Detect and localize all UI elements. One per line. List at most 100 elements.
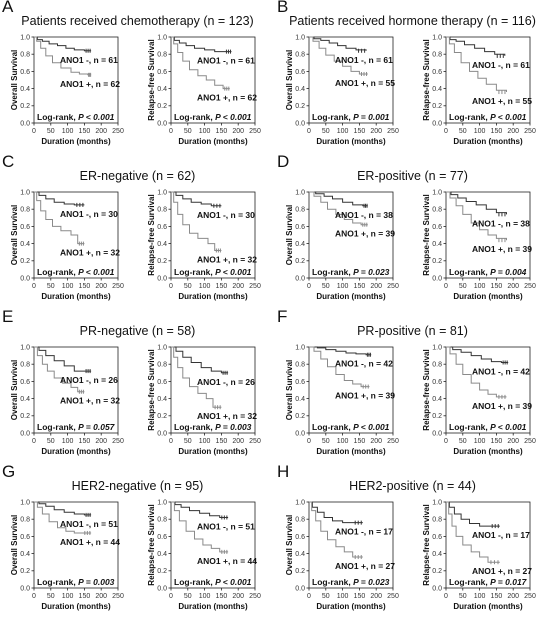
- x-tick-label: 200: [95, 438, 107, 445]
- logrank-p-value: P < 0.001: [490, 422, 527, 432]
- curve-ano1-negative: [171, 501, 229, 518]
- y-tick-label: 0.0: [157, 275, 167, 282]
- y-tick-label: 0.8: [157, 52, 167, 59]
- km-plot: 0.0 0.2 0.4 0.6 0.8 1.0 0 50 100 150 200 250Duratio…: [10, 499, 124, 611]
- plot-frame: [445, 191, 531, 279]
- y-tick-label: 0.6: [295, 534, 305, 541]
- x-tick-label: 150: [216, 128, 228, 135]
- x-tick-label: 250: [249, 128, 261, 135]
- curve-ano1-positive: [34, 36, 92, 76]
- curve-ano1-positive: [446, 346, 507, 398]
- panel-title: ER-positive (n = 77): [357, 169, 468, 183]
- curve-ano1-positive: [171, 346, 222, 408]
- x-axis-label: Duration (months): [316, 137, 386, 146]
- plot-frame: [308, 346, 394, 434]
- x-tick-label: 0: [307, 128, 311, 135]
- logrank-prefix: Log-rank,: [37, 422, 78, 432]
- x-tick-label: 100: [199, 438, 211, 445]
- x-tick-label: 250: [112, 283, 124, 290]
- x-tick-label: 250: [249, 438, 261, 445]
- x-tick-label: 200: [232, 438, 244, 445]
- curve-ano1-negative: [309, 36, 367, 51]
- label-ano1-positive: ANO1 +, n = 39: [472, 244, 532, 254]
- x-tick-label: 200: [232, 128, 244, 135]
- y-tick-label: 1.0: [295, 189, 305, 196]
- x-tick-label: 0: [307, 438, 311, 445]
- curve-ano1-positive: [171, 501, 229, 553]
- y-tick-label: 1.0: [432, 34, 442, 41]
- panel-title: HER2-positive (n = 44): [349, 479, 476, 493]
- x-tick-label: 100: [62, 283, 74, 290]
- logrank-p-value: P < 0.001: [215, 267, 252, 277]
- logrank-annotation: Log-rank, P = 0.023: [312, 267, 390, 277]
- label-ano1-positive: ANO1 +, n = 39: [472, 401, 532, 411]
- curve-ano1-negative: [34, 191, 85, 206]
- x-tick-label: 250: [524, 283, 536, 290]
- panel-letter: B: [277, 0, 289, 16]
- y-tick-label: 0.6: [432, 69, 442, 76]
- y-tick-label: 0.4: [295, 551, 305, 558]
- curve-ano1-negative: [446, 191, 507, 215]
- x-tick-label: 150: [216, 438, 228, 445]
- logrank-annotation: Log-rank, P = 0.023: [312, 577, 390, 587]
- x-tick-label: 0: [307, 283, 311, 290]
- km-plot: 0.0 0.2 0.4 0.6 0.8 1.0 0 50 100 150 200 250Duratio…: [147, 499, 261, 611]
- panel-title: HER2-negative (n = 95): [71, 479, 204, 493]
- y-tick-label: 0.2: [295, 568, 305, 575]
- label-ano1-negative: ANO1 -, n = 26: [60, 375, 118, 385]
- logrank-prefix: Log-rank,: [37, 112, 78, 122]
- curve-ano1-negative: [309, 346, 372, 356]
- curve-ano1-positive: [309, 36, 368, 75]
- y-tick-label: 0.4: [432, 86, 442, 93]
- curve-ano1-positive: [309, 346, 370, 388]
- x-tick-label: 100: [199, 283, 211, 290]
- panel-a: A Patients received chemotherapy (n = 123…: [0, 0, 275, 155]
- panel-title: PR-negative (n = 58): [79, 324, 196, 338]
- x-axis-label: Duration (months): [178, 447, 248, 456]
- logrank-annotation: Log-rank, P = 0.004: [449, 267, 527, 277]
- label-ano1-negative: ANO1 -, n = 38: [335, 210, 393, 220]
- x-tick-label: 50: [47, 283, 55, 290]
- x-tick-label: 200: [95, 593, 107, 600]
- label-ano1-positive: ANO1 +, n = 32: [60, 396, 120, 406]
- logrank-annotation: Log-rank, P < 0.001: [174, 112, 252, 122]
- x-tick-label: 250: [112, 128, 124, 135]
- logrank-prefix: Log-rank,: [449, 112, 490, 122]
- logrank-prefix: Log-rank,: [174, 267, 215, 277]
- curve-ano1-negative: [309, 501, 363, 524]
- y-tick-label: 0.4: [432, 551, 442, 558]
- logrank-annotation: Log-rank, P < 0.001: [312, 422, 390, 432]
- x-tick-label: 50: [47, 438, 55, 445]
- y-tick-label: 0.0: [432, 120, 442, 127]
- y-tick-label: 0.0: [295, 585, 305, 592]
- km-plot: 0.0 0.2 0.4 0.6 0.8 1.0 0 50 100 150 200 250Duratio…: [10, 344, 124, 456]
- x-tick-label: 0: [444, 438, 448, 445]
- x-tick-label: 200: [507, 283, 519, 290]
- y-tick-label: 1.0: [20, 499, 30, 506]
- x-tick-label: 200: [370, 593, 382, 600]
- y-tick-label: 0.4: [20, 86, 30, 93]
- label-ano1-negative: ANO1 -, n = 17: [472, 530, 530, 540]
- y-tick-label: 0.0: [432, 585, 442, 592]
- plot-frame: [308, 191, 394, 279]
- y-tick-label: 1.0: [295, 34, 305, 41]
- km-plot: 0.0 0.2 0.4 0.6 0.8 1.0 0 50 100 150 200 250Duratio…: [10, 189, 124, 301]
- curve-ano1-positive: [171, 191, 222, 251]
- logrank-prefix: Log-rank,: [174, 577, 215, 587]
- plot-frame: [33, 191, 119, 279]
- x-tick-label: 0: [169, 593, 173, 600]
- x-axis-label: Duration (months): [178, 292, 248, 301]
- logrank-annotation: Log-rank, P < 0.001: [449, 422, 527, 432]
- x-tick-label: 0: [32, 283, 36, 290]
- y-tick-label: 0.6: [20, 379, 30, 386]
- label-ano1-negative: ANO1 -, n = 61: [472, 60, 530, 70]
- y-tick-label: 0.0: [157, 430, 167, 437]
- panel-letter: F: [277, 307, 288, 326]
- curve-ano1-negative: [171, 346, 229, 374]
- y-tick-label: 0.2: [295, 413, 305, 420]
- x-tick-label: 150: [79, 438, 91, 445]
- y-axis-label: Relapse-free Survival: [147, 349, 156, 430]
- y-tick-label: 0.6: [295, 379, 305, 386]
- label-ano1-positive: ANO1 +, n = 27: [472, 566, 532, 576]
- x-tick-label: 250: [524, 128, 536, 135]
